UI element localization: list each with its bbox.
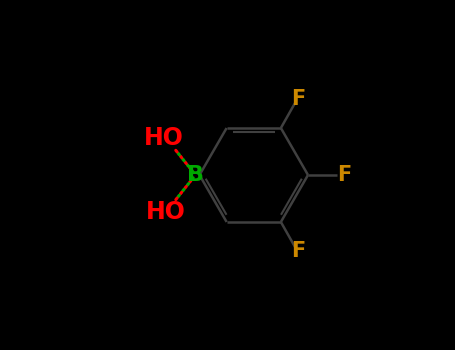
Text: F: F xyxy=(291,90,306,110)
Text: B: B xyxy=(187,165,204,185)
Text: HO: HO xyxy=(144,126,184,150)
Text: HO: HO xyxy=(146,200,186,224)
Text: F: F xyxy=(337,165,351,185)
Text: F: F xyxy=(291,240,306,260)
